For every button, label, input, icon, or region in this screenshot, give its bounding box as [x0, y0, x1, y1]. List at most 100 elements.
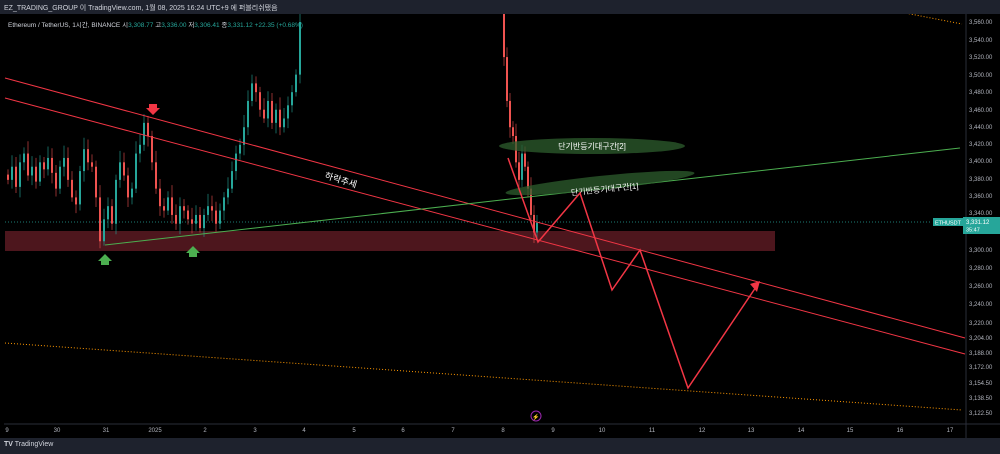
price-tick-label: 3,154.50	[969, 381, 993, 387]
price-tick-label: 3,400.00	[969, 159, 993, 165]
candle	[527, 166, 529, 189]
time-tick-label: 17	[947, 428, 954, 434]
price-ticks: 3,560.00 3,540.00 3,520.00 3,500.00 3,480.00…	[969, 20, 993, 417]
price-tick-label: 3,300.00	[969, 248, 993, 254]
candle	[63, 157, 65, 167]
orange-lower-line	[4, 342, 963, 411]
candle	[295, 74, 297, 93]
candle	[163, 206, 165, 211]
price-tick-label: 3,240.00	[969, 302, 993, 308]
time-tick-label: 2	[203, 428, 207, 434]
candle	[267, 100, 269, 119]
candle	[11, 166, 13, 180]
high-value: 3,336.00	[161, 22, 187, 29]
candle	[291, 92, 293, 106]
time-tick-label: 11	[649, 428, 656, 434]
candle	[255, 83, 257, 93]
tradingview-logo-icon: TV	[4, 441, 13, 448]
arrow-up-icon	[98, 254, 112, 265]
price-tick-label: 3,204.00	[969, 336, 993, 342]
candle	[203, 214, 205, 229]
candle	[506, 57, 508, 101]
price-tick-label: 3,480.00	[969, 90, 993, 96]
candle	[299, 22, 301, 75]
candle	[115, 179, 117, 224]
candle	[279, 109, 281, 128]
candle	[509, 100, 511, 128]
time-tick-label: 31	[103, 428, 110, 434]
time-tick-label: 2025	[148, 428, 162, 434]
support-trendline[interactable]	[104, 147, 961, 246]
candle	[283, 118, 285, 128]
candle	[533, 214, 535, 233]
candle	[95, 166, 97, 198]
candle	[155, 162, 157, 189]
candle	[99, 197, 101, 242]
candle	[135, 153, 137, 189]
time-tick-label: 16	[897, 428, 904, 434]
candle	[179, 206, 181, 224]
candle	[119, 162, 121, 180]
time-tick-label: 6	[401, 428, 405, 434]
candle	[131, 188, 133, 198]
projection-path[interactable]	[507, 157, 759, 390]
candle	[191, 219, 193, 224]
candle	[518, 162, 520, 180]
candle	[275, 109, 277, 123]
candle	[103, 219, 105, 242]
candle	[521, 153, 523, 180]
close-label: 종	[221, 22, 228, 29]
price-tick-label: 3,340.00	[969, 211, 993, 217]
time-tick-label: 15	[847, 428, 854, 434]
event-lightning-icon[interactable]	[530, 410, 542, 422]
bar-countdown: 35:47	[966, 228, 980, 234]
candle	[59, 166, 61, 189]
chart-area[interactable]: 단기반등기대구간[2] 단기반등기대구간[1] 하락추세 ⚡ 3,560.00 3…	[0, 14, 1000, 438]
publish-header: EZ_TRADING_GROUP 이 TradingView.com, 1월 0…	[0, 0, 1000, 14]
projection-arrowhead-icon	[750, 281, 760, 292]
price-tick-label: 3,280.00	[969, 266, 993, 272]
price-tick-label: 3,188.00	[969, 351, 993, 357]
price-tick-label: 3,540.00	[969, 38, 993, 44]
candle	[79, 171, 81, 205]
candle	[503, 14, 505, 58]
symbol-name: Ethereum / TetherUS, 1시간, BINANCE	[8, 22, 121, 29]
support-zone	[5, 231, 775, 251]
symbol-tag	[933, 218, 963, 226]
candle	[227, 188, 229, 198]
candles	[7, 14, 538, 249]
candle	[23, 153, 25, 163]
candle	[39, 162, 41, 182]
candle	[111, 206, 113, 224]
candle	[147, 122, 149, 137]
candle	[223, 197, 225, 211]
candle	[19, 162, 21, 187]
time-tick-label: 9	[5, 428, 9, 434]
candle	[199, 214, 201, 229]
candle	[187, 210, 189, 220]
downtrend-upper-line[interactable]	[4, 77, 966, 339]
candle	[183, 206, 185, 211]
price-tick-label: 3,220.00	[969, 321, 993, 327]
candle	[231, 171, 233, 189]
candle	[75, 197, 77, 205]
change-value: +22.35 (+0.68%)	[254, 22, 303, 29]
time-tick-label: 8	[501, 428, 505, 434]
low-value: 3,306.41	[194, 22, 220, 29]
low-label: 저	[188, 22, 195, 29]
downtrend-lower-line[interactable]	[4, 97, 966, 355]
arrow-up-icon	[186, 246, 200, 257]
candle	[536, 222, 538, 233]
candle	[123, 162, 125, 176]
candle	[159, 188, 161, 207]
candle	[235, 153, 237, 172]
candle	[55, 172, 57, 189]
time-tick-label: 13	[748, 428, 755, 434]
candle	[524, 153, 526, 167]
last-price-tag	[963, 217, 1000, 234]
symbol-legend: Ethereum / TetherUS, 1시간, BINANCE 시3,308…	[8, 19, 303, 29]
candle	[43, 162, 45, 170]
brand: TradingView	[14, 441, 54, 448]
footer: TV TradingView	[0, 438, 1000, 454]
candle	[31, 166, 33, 176]
